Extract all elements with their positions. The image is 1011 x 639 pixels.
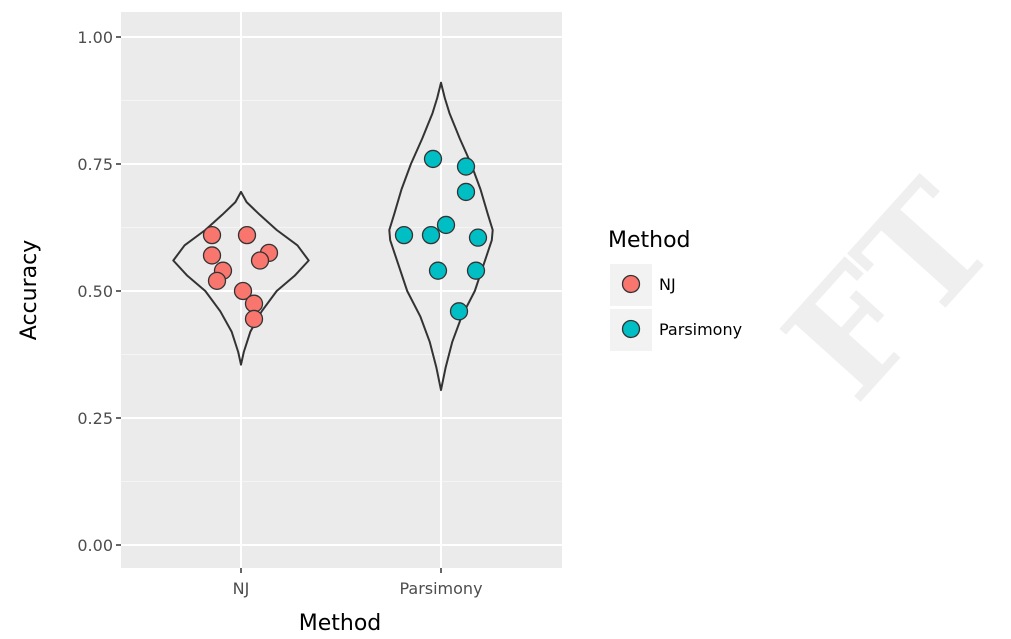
point-parsimony	[456, 182, 476, 202]
y-tick-label: 0.50	[77, 282, 113, 301]
point-parsimony	[394, 225, 414, 245]
draft-watermark: FT	[752, 151, 1011, 431]
point-nj	[250, 251, 270, 270]
violin-nj	[172, 190, 310, 366]
legend-label: Parsimony	[659, 320, 742, 339]
point-parsimony	[428, 261, 448, 280]
legend-key-parsimony	[621, 319, 641, 339]
data-points	[202, 149, 488, 329]
point-parsimony	[423, 149, 443, 169]
y-tick-label: 0.25	[77, 409, 113, 428]
point-parsimony	[466, 261, 486, 280]
x-tick-label: NJ	[233, 579, 250, 598]
legend-key-nj	[621, 274, 641, 294]
legend-title: Method	[608, 228, 691, 253]
point-nj	[244, 294, 264, 313]
point-parsimony	[468, 228, 488, 247]
x-axis: NJ Parsimony	[233, 568, 483, 598]
x-axis-title: Method	[299, 611, 382, 636]
point-parsimony	[456, 157, 476, 176]
y-axis-title: Accuracy	[17, 240, 42, 340]
y-axis: 0.00 0.25 0.50 0.75 1.00	[77, 28, 121, 555]
point-parsimony	[436, 215, 456, 235]
point-nj	[233, 281, 253, 301]
point-nj	[202, 246, 222, 265]
y-tick-label: 1.00	[77, 28, 113, 47]
legend: Method NJ Parsimony	[608, 228, 742, 351]
point-nj	[202, 225, 222, 245]
point-nj	[244, 309, 264, 329]
svg-text:FT: FT	[752, 151, 1011, 431]
point-nj	[237, 225, 257, 245]
y-tick-label: 0.75	[77, 155, 113, 174]
y-tick-label: 0.00	[77, 536, 113, 555]
point-parsimony	[449, 302, 469, 321]
legend-label: NJ	[659, 275, 676, 294]
point-parsimony	[421, 225, 441, 245]
x-tick-label: Parsimony	[399, 579, 482, 598]
point-nj	[207, 271, 227, 290]
